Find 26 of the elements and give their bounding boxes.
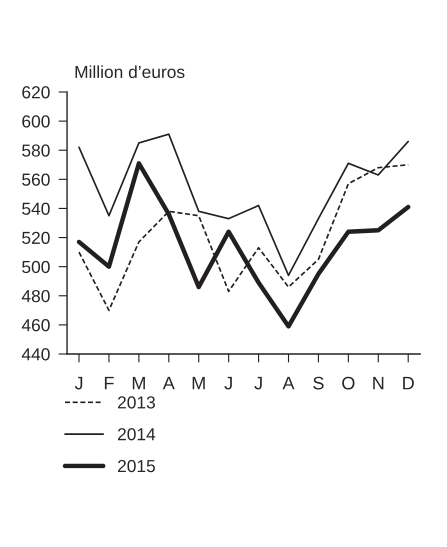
- x-tick-label: J: [254, 376, 262, 390]
- y-tick-label: 620: [22, 86, 50, 98]
- x-tick-label: M: [192, 376, 205, 390]
- y-tick-label: 580: [22, 144, 50, 157]
- x-tick-label: A: [282, 376, 294, 390]
- y-axis-title: Million d’euros: [76, 65, 184, 78]
- x-tick-label: N: [373, 376, 384, 390]
- legend-label: 2014: [118, 428, 156, 440]
- y-tick-label: 520: [22, 232, 50, 244]
- y-tick-label: 480: [22, 290, 50, 302]
- y-tick-label: 440: [22, 348, 50, 360]
- x-tick-label: J: [224, 376, 232, 390]
- x-tick-label: F: [104, 376, 114, 390]
- y-tick-label: 540: [22, 202, 50, 215]
- legend-label: 2015: [118, 460, 155, 472]
- x-tick-label: M: [132, 376, 145, 390]
- x-tick-label: A: [162, 376, 175, 390]
- x-tick-label: S: [313, 376, 324, 390]
- y-tick-label: 460: [22, 319, 50, 332]
- y-tick-label: 600: [22, 115, 50, 128]
- x-tick-label: D: [403, 376, 414, 390]
- x-tick-label: J: [74, 376, 82, 390]
- x-tick-label: O: [342, 376, 355, 390]
- y-tick-label: 500: [22, 260, 50, 274]
- y-tick-label: 560: [22, 174, 50, 186]
- legend-label: 2013: [118, 396, 155, 409]
